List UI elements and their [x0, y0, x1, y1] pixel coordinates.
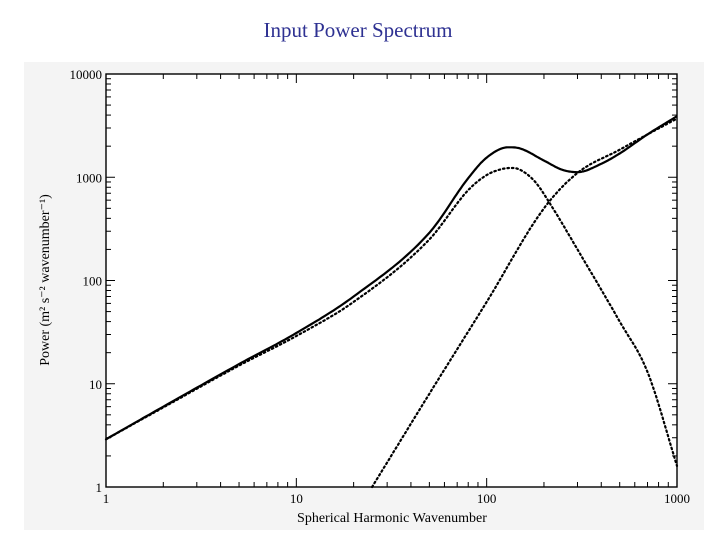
x-tick-label: 10 — [290, 491, 303, 506]
total-spectrum-line — [105, 115, 678, 441]
y-tick-label: 1000 — [76, 170, 102, 185]
y-tick-label: 100 — [83, 274, 103, 289]
y-tick-label: 10000 — [70, 67, 103, 82]
y-tick-label: 10 — [89, 377, 102, 392]
x-axis-title: Spherical Harmonic Wavenumber — [297, 511, 487, 526]
x-tick-label: 100 — [477, 491, 497, 506]
x-tick-label: 1000 — [664, 491, 690, 506]
high-wavenumber-component-line — [371, 117, 679, 489]
low-wavenumber-component-line — [104, 166, 679, 467]
y-axis-title: Power (m² s⁻² wavenumber⁻¹) — [38, 194, 53, 366]
y-tick-label: 1 — [96, 480, 103, 495]
x-tick-label: 1 — [103, 491, 110, 506]
page-title: Input Power Spectrum — [263, 18, 453, 42]
plot-area — [105, 73, 678, 488]
